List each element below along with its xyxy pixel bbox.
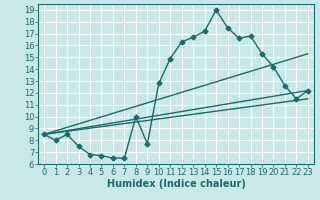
X-axis label: Humidex (Indice chaleur): Humidex (Indice chaleur) — [107, 179, 245, 189]
